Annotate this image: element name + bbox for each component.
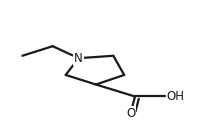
Text: O: O bbox=[126, 107, 135, 120]
Text: OH: OH bbox=[166, 90, 184, 103]
Text: N: N bbox=[74, 52, 83, 65]
